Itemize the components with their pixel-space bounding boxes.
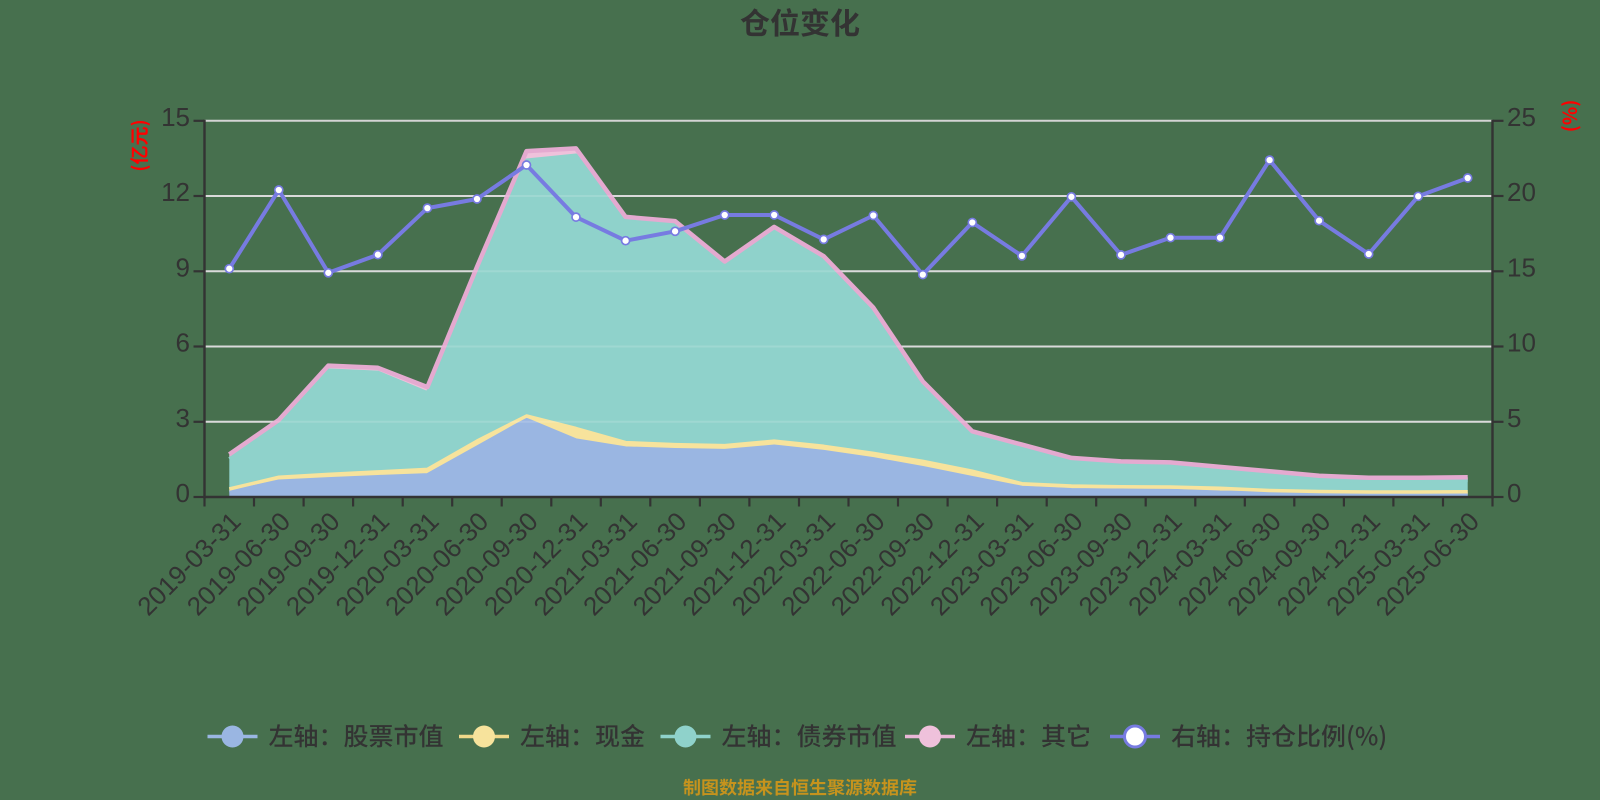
- svg-text:12: 12: [161, 177, 190, 207]
- svg-text:9: 9: [176, 252, 190, 282]
- svg-text:10: 10: [1507, 328, 1536, 358]
- svg-text:15: 15: [1507, 252, 1536, 282]
- svg-text:0: 0: [176, 478, 190, 508]
- svg-text:0: 0: [1507, 478, 1521, 508]
- svg-text:25: 25: [1507, 102, 1536, 132]
- svg-text:15: 15: [161, 102, 190, 132]
- svg-text:5: 5: [1507, 403, 1521, 433]
- svg-text:3: 3: [176, 403, 190, 433]
- svg-text:20: 20: [1507, 177, 1536, 207]
- svg-text:6: 6: [176, 328, 190, 358]
